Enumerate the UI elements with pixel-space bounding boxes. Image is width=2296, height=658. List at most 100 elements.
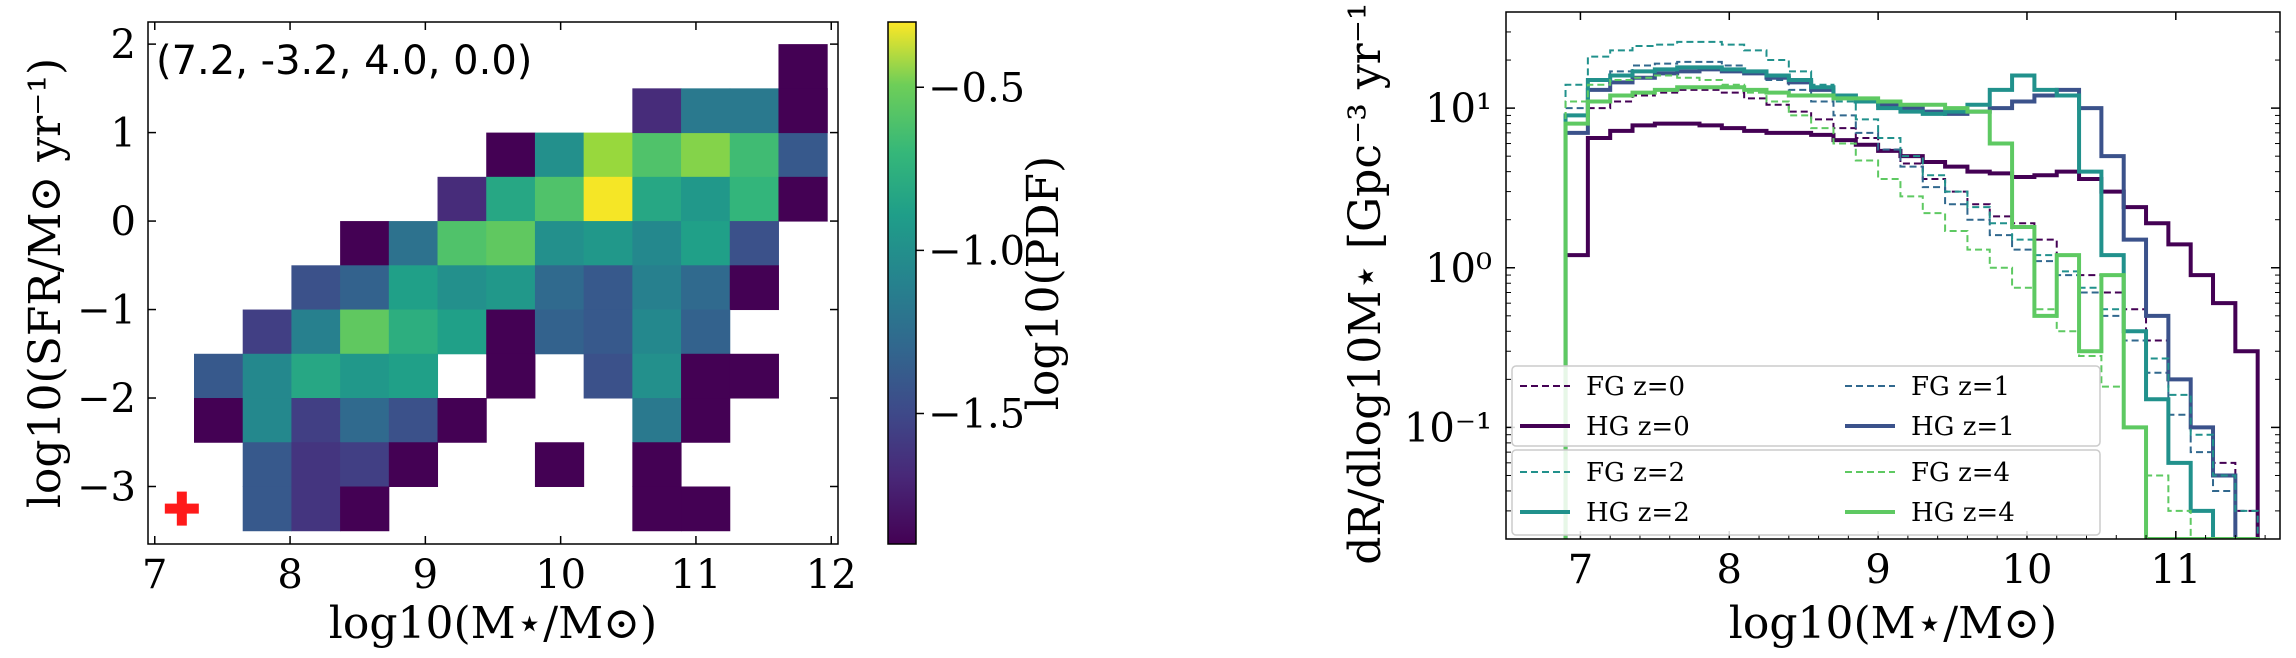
heatmap-frame	[147, 21, 839, 545]
heatmap-cell	[388, 221, 439, 266]
heatmap-cell	[729, 88, 779, 134]
series-hg-z-2	[1563, 65, 2260, 539]
legend-label: FG z=2	[1586, 458, 1685, 488]
heatmap-cell	[340, 221, 390, 266]
legend-label: HG z=2	[1586, 498, 1690, 528]
heatmap-cell	[681, 353, 731, 399]
heatmap-cell	[534, 442, 585, 487]
heatmap-cell	[681, 265, 731, 311]
heatmap-cell	[242, 442, 292, 487]
y-tick-label: −1	[77, 288, 136, 334]
heatmap-x-label: log10(M⋆/M⊙)	[329, 598, 657, 649]
parameter-annotation: (7.2, -3.2, 4.0, 0.0)	[156, 38, 532, 84]
heatmap-cell	[632, 221, 682, 266]
x-tick-label: 11	[670, 552, 721, 598]
heatmap-cell	[583, 221, 633, 266]
heatmap-cell	[388, 442, 439, 487]
heatmap-cell	[291, 309, 341, 355]
heatmap-cell	[534, 309, 585, 355]
x-tick-label: 7	[142, 552, 167, 598]
heatmap-cell	[632, 265, 682, 311]
heatmap-cells	[194, 44, 828, 532]
legend-label: FG z=4	[1911, 458, 2010, 488]
heatmap-cell	[340, 486, 390, 532]
heatmap-cell	[729, 176, 779, 222]
heatmap-cell	[583, 265, 633, 311]
heatmap-cell	[291, 353, 341, 399]
heatmap-cell	[729, 221, 779, 266]
heatmap-cell	[534, 176, 585, 222]
heatmap-cell	[632, 442, 682, 487]
y-tick-label: 1	[111, 111, 136, 157]
colorbar-tick-label: −0.5	[928, 65, 1025, 111]
series-hg-z-4	[1563, 85, 2260, 539]
legend-label: HG z=1	[1911, 412, 2015, 442]
heatmap-cell	[486, 176, 536, 222]
legend-label: HG z=0	[1586, 412, 1690, 442]
marker-plus	[164, 491, 199, 526]
histogram-y-label: dR/dlog10M⋆ [Gpc⁻³ yr⁻¹]	[1340, 0, 1391, 565]
heatmap-cell	[437, 221, 487, 266]
heatmap-cell	[486, 132, 536, 178]
heatmap-x-ticks: 7 8 9 10 11 12	[142, 22, 857, 598]
heatmap-cell	[437, 398, 487, 443]
heatmap-cell	[388, 353, 439, 399]
x-tick-label: 12	[806, 552, 857, 598]
heatmap-cell	[632, 309, 682, 355]
heatmap-cell	[632, 398, 682, 443]
heatmap-cell	[242, 398, 292, 443]
heatmap-cell	[681, 486, 731, 532]
heatmap-cell	[437, 176, 487, 222]
histogram-x-label: log10(M⋆/M⊙)	[1729, 598, 2057, 649]
x-tick-label: 10	[2002, 547, 2053, 593]
legend-label: HG z=4	[1911, 498, 2015, 528]
legend-box	[1511, 449, 2101, 536]
heatmap-cell	[583, 132, 633, 178]
heatmap-y-label: log10(SFR/M⊙ yr⁻¹)	[20, 58, 71, 508]
heatmap-cell	[242, 309, 292, 355]
heatmap-cell	[388, 309, 439, 355]
colorbar-gradient	[887, 21, 917, 545]
heatmap-cell	[534, 221, 585, 266]
heatmap-cell	[632, 353, 682, 399]
heatmap-cell	[486, 265, 536, 311]
rate-histogram-panel: 7 8 9 10 11 10⁻¹ 10⁰ 10¹ FG z=0 FG z=1 HG z=0 HG …	[1340, 0, 2281, 649]
x-tick-label: 10	[535, 552, 586, 598]
histogram-x-ticks: 7 8 9 10 11	[1568, 12, 2266, 593]
heatmap-cell	[681, 132, 731, 178]
x-tick-label: 9	[413, 552, 438, 598]
heatmap-cell	[291, 265, 341, 311]
heatmap-cell	[291, 486, 341, 532]
y-tick-label: 10¹	[1425, 86, 1492, 132]
heatmap-cell	[778, 132, 828, 178]
heatmap-cell	[242, 486, 292, 532]
heatmap-cell	[242, 353, 292, 399]
heatmap-cell	[291, 398, 341, 443]
heatmap-cell	[681, 309, 731, 355]
y-tick-label: −2	[77, 376, 136, 422]
y-tick-label: 10⁰	[1425, 246, 1492, 292]
heatmap-cell	[632, 88, 682, 134]
heatmap-cell	[778, 176, 828, 222]
x-tick-label: 9	[1865, 547, 1890, 593]
legend-label: FG z=1	[1911, 372, 2010, 402]
heatmap-cell	[681, 176, 731, 222]
heatmap-cell	[583, 353, 633, 399]
heatmap-cell	[583, 309, 633, 355]
heatmap-cell	[340, 353, 390, 399]
colorbar-label: log10(PDF)	[1018, 156, 1069, 410]
y-tick-label: 0	[111, 199, 136, 245]
heatmap-cell	[486, 221, 536, 266]
heatmap-cell	[437, 309, 487, 355]
heatmap-cell	[194, 398, 244, 443]
heatmap-cell	[388, 265, 439, 311]
heatmap-cell	[583, 176, 633, 222]
heatmap-cell	[681, 398, 731, 443]
x-tick-label: 7	[1568, 547, 1593, 593]
heatmap-cell	[632, 132, 682, 178]
heatmap-cell	[437, 265, 487, 311]
x-tick-label: 8	[1717, 547, 1742, 593]
heatmap-cell	[778, 88, 828, 134]
y-tick-label: 2	[111, 22, 136, 68]
